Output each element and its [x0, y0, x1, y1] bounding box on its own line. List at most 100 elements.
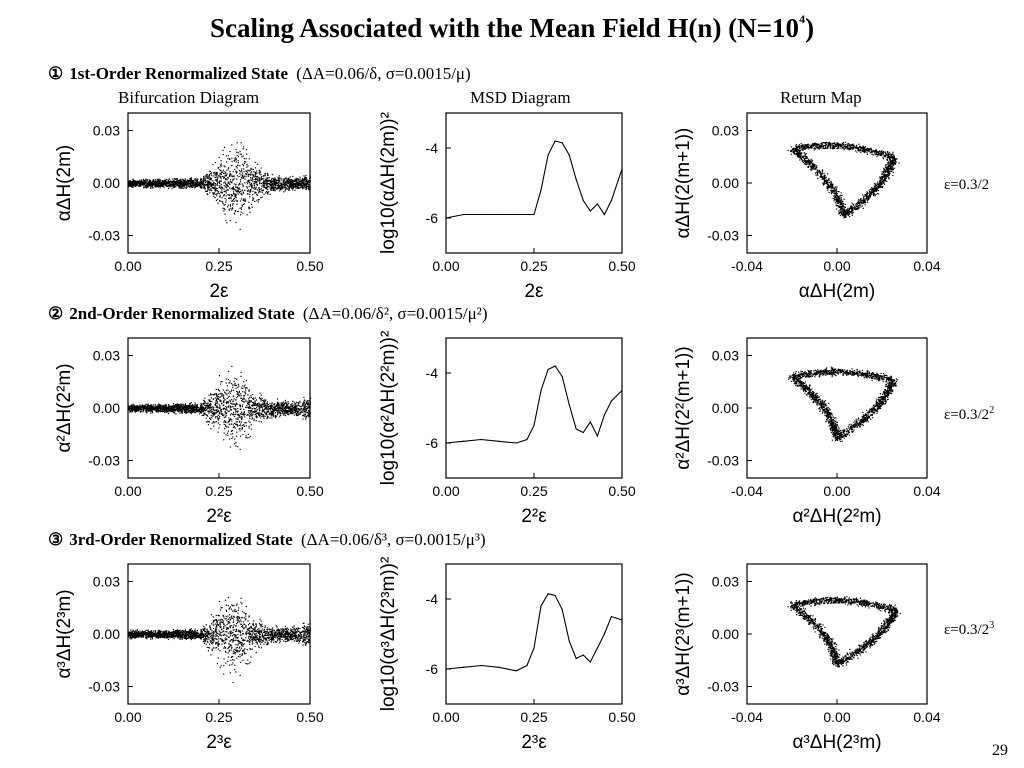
return-map-point	[890, 153, 892, 155]
bifurcation-point	[179, 404, 182, 406]
bifurcation-point	[299, 176, 301, 178]
bifurcation-point	[237, 151, 239, 154]
return-map-point	[827, 179, 829, 182]
bifurcation-point	[233, 415, 236, 418]
bifurcation-point	[158, 182, 160, 184]
y-tick-label: 0.03	[712, 123, 739, 139]
bifurcation-point	[252, 393, 254, 396]
bifurcation-point	[282, 184, 285, 186]
bifurcation-point	[189, 410, 192, 412]
bifurcation-point	[283, 412, 285, 414]
bifurcation-point	[203, 400, 205, 402]
bifurcation-point	[170, 185, 172, 187]
bifurcation-point	[170, 182, 173, 184]
return-map-point	[815, 167, 817, 169]
bifurcation-point	[282, 180, 285, 182]
return-map-point	[820, 147, 822, 149]
bifurcation-point	[208, 182, 210, 184]
bifurcation-point	[248, 399, 250, 402]
bifurcation-point	[223, 407, 225, 409]
bifurcation-point	[164, 179, 166, 181]
bifurcation-point	[148, 185, 151, 187]
return-map-point	[877, 151, 879, 154]
bifurcation-point	[211, 187, 213, 189]
return-map-point	[838, 196, 840, 198]
return-map-point	[841, 208, 843, 210]
return-map-point	[884, 175, 886, 178]
bifurcation-point	[157, 410, 160, 412]
return-map-point	[866, 152, 868, 154]
return-map-point	[875, 189, 877, 191]
bifurcation-point	[258, 192, 260, 194]
return-map-point	[892, 163, 894, 165]
bifurcation-point	[245, 175, 247, 178]
bifurcation-point	[295, 187, 297, 189]
return-map-point	[863, 146, 865, 149]
return-map-point	[839, 147, 841, 149]
return-map-point	[856, 208, 858, 210]
bifurcation-point	[252, 199, 254, 201]
bifurcation-point	[258, 187, 260, 189]
return-map-point	[799, 152, 802, 154]
bifurcation-point	[266, 184, 268, 187]
bifurcation-point	[207, 420, 210, 423]
bifurcation-point	[129, 184, 131, 186]
bifurcation-point	[305, 177, 307, 179]
bifurcation-point	[175, 413, 177, 415]
bifurcation-point	[138, 181, 140, 183]
bifurcation-point	[240, 425, 242, 427]
bifurcation-point	[177, 182, 180, 184]
bifurcation-point	[202, 178, 204, 180]
bifurcation-point	[151, 408, 154, 410]
return-map-point	[814, 147, 816, 149]
return-map-point	[805, 162, 807, 164]
return-map-point	[812, 165, 814, 167]
bifurcation-point	[222, 408, 224, 410]
y-axis-label: αΔH(2(m+1))	[673, 128, 694, 239]
bifurcation-point	[260, 421, 262, 423]
return-map-point	[855, 147, 858, 149]
bifurcation-point	[129, 411, 131, 413]
return-map-point	[829, 145, 831, 148]
bifurcation-point	[169, 407, 171, 409]
bifurcation-point	[284, 188, 287, 191]
bifurcation-point	[142, 411, 144, 413]
return-map-point	[888, 158, 891, 161]
bifurcation-point	[269, 193, 271, 195]
bifurcation-point	[187, 185, 189, 187]
return-map-point	[814, 172, 817, 174]
bifurcation-point	[216, 406, 218, 408]
return-map-point	[887, 161, 890, 163]
bifurcation-point	[283, 407, 285, 409]
return-map-point	[838, 197, 840, 200]
return-map-point	[879, 182, 881, 184]
return-map-point	[818, 145, 820, 147]
return-map-point	[820, 173, 822, 175]
return-map-point	[797, 149, 800, 152]
return-map-point	[846, 209, 848, 211]
return-map-point	[812, 144, 814, 146]
bifurcation-point	[255, 181, 258, 183]
return-map-point	[874, 185, 876, 187]
return-map-point	[876, 185, 879, 188]
bifurcation-point	[210, 404, 212, 406]
bifurcation-point	[275, 182, 277, 184]
bifurcation-point	[248, 181, 250, 184]
bifurcation-point	[225, 434, 227, 436]
return-map-point	[862, 201, 864, 203]
return-map-point	[800, 158, 803, 160]
bifurcation-point	[245, 173, 248, 176]
bifurcation-point	[132, 180, 134, 182]
return-map-point	[818, 169, 821, 172]
bifurcation-point	[133, 179, 135, 181]
return-map-point	[858, 201, 860, 203]
return-map-point	[837, 147, 839, 149]
bifurcation-point	[273, 188, 275, 190]
bifurcation-point	[290, 182, 292, 185]
bifurcation-point	[215, 178, 217, 180]
bifurcation-point	[173, 185, 175, 187]
return-map-point	[887, 174, 889, 176]
bifurcation-point	[193, 184, 195, 186]
bifurcation-point	[285, 188, 287, 190]
return-map-point	[856, 203, 858, 205]
